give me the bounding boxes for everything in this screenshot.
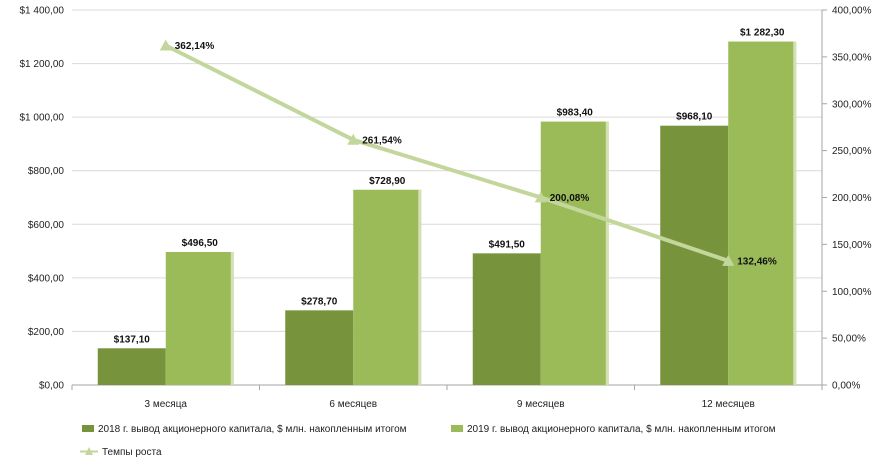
right-tick-label: 300,00% xyxy=(832,99,872,110)
left-tick-label: $400,00 xyxy=(28,273,65,284)
bar-highlight xyxy=(418,189,422,385)
right-tick-label: 400,00% xyxy=(832,6,872,17)
bar-2019 xyxy=(540,121,609,385)
right-tick-label: 250,00% xyxy=(832,146,872,157)
legend-label-2019: 2019 г. вывод акционерного капитала, $ м… xyxy=(467,424,776,435)
legend-swatch-2018 xyxy=(82,425,94,432)
category-label: 3 месяца xyxy=(145,399,188,410)
bar-data-label: $496,50 xyxy=(182,238,219,249)
left-tick-label: $1 000,00 xyxy=(20,113,65,124)
right-tick-label: 50,00% xyxy=(832,334,866,345)
growth-line xyxy=(159,39,735,266)
left-tick-label: $800,00 xyxy=(28,166,65,177)
category-label: 6 месяцев xyxy=(329,399,377,410)
category-label: 9 месяцев xyxy=(517,399,565,410)
right-tick-label: 100,00% xyxy=(832,287,872,298)
growth-data-label: 362,14% xyxy=(175,41,215,52)
right-tick-label: 150,00% xyxy=(832,240,872,251)
bar-data-label: $728,90 xyxy=(369,176,406,187)
bar-2018 xyxy=(285,310,354,385)
bar-data-label: $983,40 xyxy=(557,108,594,119)
growth-marker xyxy=(347,133,360,145)
growth-data-label: 261,54% xyxy=(362,135,402,146)
bar-data-label: $1 282,30 xyxy=(740,28,785,39)
growth-marker xyxy=(534,191,547,203)
left-tick-label: $1 400,00 xyxy=(20,6,65,17)
bar-highlight xyxy=(230,252,234,385)
bar-data-label: $278,70 xyxy=(301,296,338,307)
left-tick-label: $1 200,00 xyxy=(20,59,65,70)
legend-label-2018: 2018 г. вывод акционерного капитала, $ м… xyxy=(98,424,407,435)
left-tick-label: $200,00 xyxy=(28,327,65,338)
bar-highlight xyxy=(605,121,609,385)
right-tick-label: 0,00% xyxy=(832,381,860,392)
legend-label-growth: Темпы роста xyxy=(102,447,162,458)
bar-2019 xyxy=(353,189,422,385)
right-tick-label: 350,00% xyxy=(832,52,872,63)
bar-2019 xyxy=(728,41,797,385)
legend: 2018 г. вывод акционерного капитала, $ м… xyxy=(80,424,776,458)
bar-2018 xyxy=(97,348,166,385)
bar-2018 xyxy=(472,253,541,385)
growth-marker xyxy=(722,254,735,266)
data-labels: $137,10 $496,50 $278,70 $728,90 $491,50 $983,… xyxy=(114,28,785,346)
category-label: 12 месяцев xyxy=(702,399,755,410)
bar-highlight xyxy=(793,41,797,385)
growth-marker xyxy=(159,39,172,51)
bar-data-label: $137,10 xyxy=(114,334,151,345)
bar-2019 xyxy=(165,252,234,385)
right-axis: 0,00% 50,00% 100,00% 150,00% 200,00% 250,00% 3… xyxy=(821,6,872,392)
right-tick-label: 200,00% xyxy=(832,193,872,204)
legend-swatch-2019 xyxy=(451,425,463,432)
bar-data-label: $491,50 xyxy=(489,239,526,250)
left-tick-label: $600,00 xyxy=(28,220,65,231)
growth-line-path xyxy=(164,43,729,263)
legend-marker xyxy=(85,447,93,455)
growth-data-label: 132,46% xyxy=(737,256,777,267)
x-axis-categories: 3 месяца 6 месяцев 9 месяцев 12 месяцев xyxy=(71,385,823,410)
left-tick-label: $0,00 xyxy=(39,381,64,392)
growth-data-label: 200,08% xyxy=(550,193,590,204)
bar-data-label: $968,10 xyxy=(676,112,713,123)
bars xyxy=(97,41,797,385)
